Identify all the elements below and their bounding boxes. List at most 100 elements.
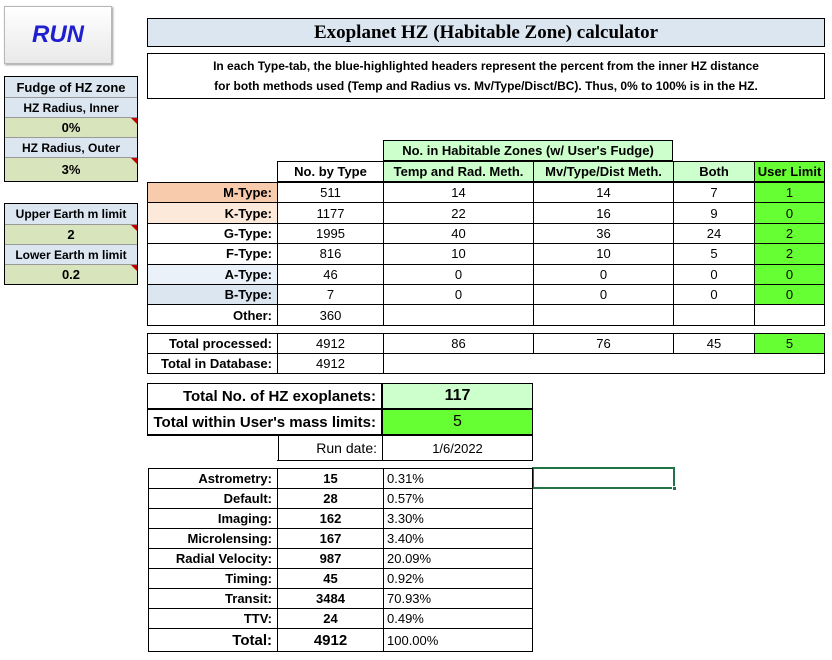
run-button-label: RUN xyxy=(32,21,84,48)
method-percent: 0.31% xyxy=(384,469,532,489)
total-hz-value: 117 xyxy=(383,384,532,410)
row-count: 7 xyxy=(277,284,384,306)
within-mass-value: 5 xyxy=(383,410,532,436)
hz-radius-inner-label: HZ Radius, Inner xyxy=(5,98,137,118)
row-count: 1177 xyxy=(277,202,384,224)
row-temp-rad: 10 xyxy=(383,243,534,265)
row-type-label: A-Type: xyxy=(147,263,278,285)
row-temp-rad: 0 xyxy=(383,263,534,285)
col-header-both: Both xyxy=(673,161,755,182)
total-database-label: Total in Database: xyxy=(148,354,278,373)
row-both: 0 xyxy=(673,284,755,306)
method-name: TTV: xyxy=(149,609,278,629)
hz-radius-outer-label: HZ Radius, Outer xyxy=(5,138,137,158)
row-mv: 16 xyxy=(533,202,674,224)
row-user-limit: 2 xyxy=(754,243,825,265)
row-both: 9 xyxy=(673,202,755,224)
method-name: Imaging: xyxy=(149,509,278,529)
row-type-label: K-Type: xyxy=(147,202,278,224)
methods-total-row: Total: 4912 100.00% xyxy=(149,629,532,651)
fudge-header: Fudge of HZ zone xyxy=(5,77,137,98)
total-processed-both: 45 xyxy=(674,334,755,353)
hz-radius-inner-input[interactable]: 0% xyxy=(5,118,137,138)
row-user-limit: 1 xyxy=(754,182,825,204)
row-type-label: Other: xyxy=(147,304,278,326)
methods-total-count: 4912 xyxy=(278,629,384,651)
description-line-2: for both methods used (Temp and Radius v… xyxy=(214,79,758,93)
total-hz-label: Total No. of HZ exoplanets: xyxy=(148,384,383,410)
fill-handle[interactable] xyxy=(672,486,677,491)
row-count: 1995 xyxy=(277,222,384,245)
total-processed-user: 5 xyxy=(755,334,824,353)
hz-table: No. by Type Temp and Rad. Meth. Mv/Type/… xyxy=(147,161,825,374)
row-both xyxy=(673,304,755,326)
method-percent: 0.92% xyxy=(384,569,532,589)
within-mass-label: Total within User's mass limits: xyxy=(148,410,383,436)
summary-panel: Total No. of HZ exoplanets: 117 Total wi… xyxy=(147,383,533,461)
row-mv: 0 xyxy=(533,263,674,285)
row-both: 24 xyxy=(673,222,755,245)
methods-table: Astrometry: 15 0.31% Default: 28 0.57% Imaging… xyxy=(148,468,533,652)
row-both: 7 xyxy=(673,182,755,204)
row-temp-rad: 0 xyxy=(383,284,534,306)
hz-group-header: No. in Habitable Zones (w/ User's Fudge) xyxy=(383,140,673,161)
run-button[interactable]: RUN xyxy=(4,6,112,64)
total-database-count: 4912 xyxy=(278,354,384,373)
methods-total-label: Total: xyxy=(149,629,278,651)
method-name: Microlensing: xyxy=(149,529,278,549)
method-percent: 0.49% xyxy=(384,609,532,629)
row-type-label: G-Type: xyxy=(147,222,278,245)
row-user-limit xyxy=(754,304,825,326)
total-processed-count: 4912 xyxy=(278,334,384,353)
page-title-text: Exoplanet HZ (Habitable Zone) calculator xyxy=(313,21,659,43)
method-name: Radial Velocity: xyxy=(149,549,278,569)
row-temp-rad: 22 xyxy=(383,202,534,224)
description-box: In each Type-tab, the blue-highlighted h… xyxy=(147,53,825,99)
row-temp-rad xyxy=(383,304,534,326)
method-name: Default: xyxy=(149,489,278,509)
col-header-temp-rad: Temp and Rad. Meth. xyxy=(383,161,534,182)
row-mv: 0 xyxy=(533,284,674,306)
method-name: Timing: xyxy=(149,569,278,589)
method-percent: 70.93% xyxy=(384,589,532,609)
total-processed-label: Total processed: xyxy=(148,334,278,353)
row-mv: 10 xyxy=(533,243,674,265)
row-count: 46 xyxy=(277,263,384,285)
summary-gap xyxy=(146,436,277,463)
total-processed-mv: 76 xyxy=(534,334,674,353)
row-both: 5 xyxy=(673,243,755,265)
selected-cell[interactable] xyxy=(532,467,677,491)
description-line-1: In each Type-tab, the blue-highlighted h… xyxy=(213,59,759,73)
col-header-no-by-type: No. by Type xyxy=(277,161,384,182)
run-date-label: Run date: xyxy=(278,436,383,460)
method-count: 167 xyxy=(278,529,384,549)
hz-radius-outer-input[interactable]: 3% xyxy=(5,158,137,181)
mass-limit-panel: Upper Earth m limit 2 Lower Earth m limi… xyxy=(4,203,138,285)
method-percent: 0.57% xyxy=(384,489,532,509)
row-type-label: B-Type: xyxy=(147,284,278,306)
row-user-limit: 0 xyxy=(754,263,825,285)
row-count: 360 xyxy=(277,304,384,326)
row-type-label: M-Type: xyxy=(147,182,278,204)
method-percent: 3.40% xyxy=(384,529,532,549)
method-count: 24 xyxy=(278,609,384,629)
total-processed-row: Total processed: 4912 86 76 45 5 xyxy=(147,333,825,354)
row-mv xyxy=(533,304,674,326)
lower-earth-m-limit-input[interactable]: 0.2 xyxy=(5,265,137,284)
row-both: 0 xyxy=(673,263,755,285)
row-user-limit: 2 xyxy=(754,222,825,245)
col-header-user-limit: User Limit xyxy=(754,161,825,182)
row-count: 511 xyxy=(277,182,384,204)
fudge-panel: Fudge of HZ zone HZ Radius, Inner 0% HZ … xyxy=(4,76,138,182)
method-count: 15 xyxy=(278,469,384,489)
upper-earth-m-limit-input[interactable]: 2 xyxy=(5,225,137,245)
row-mv: 14 xyxy=(533,182,674,204)
row-user-limit: 0 xyxy=(754,284,825,306)
row-temp-rad: 40 xyxy=(383,222,534,245)
method-count: 987 xyxy=(278,549,384,569)
upper-earth-m-limit-label: Upper Earth m limit xyxy=(5,204,137,225)
method-name: Transit: xyxy=(149,589,278,609)
row-count: 816 xyxy=(277,243,384,265)
method-count: 45 xyxy=(278,569,384,589)
col-header-mv: Mv/Type/Dist Meth. xyxy=(533,161,674,182)
